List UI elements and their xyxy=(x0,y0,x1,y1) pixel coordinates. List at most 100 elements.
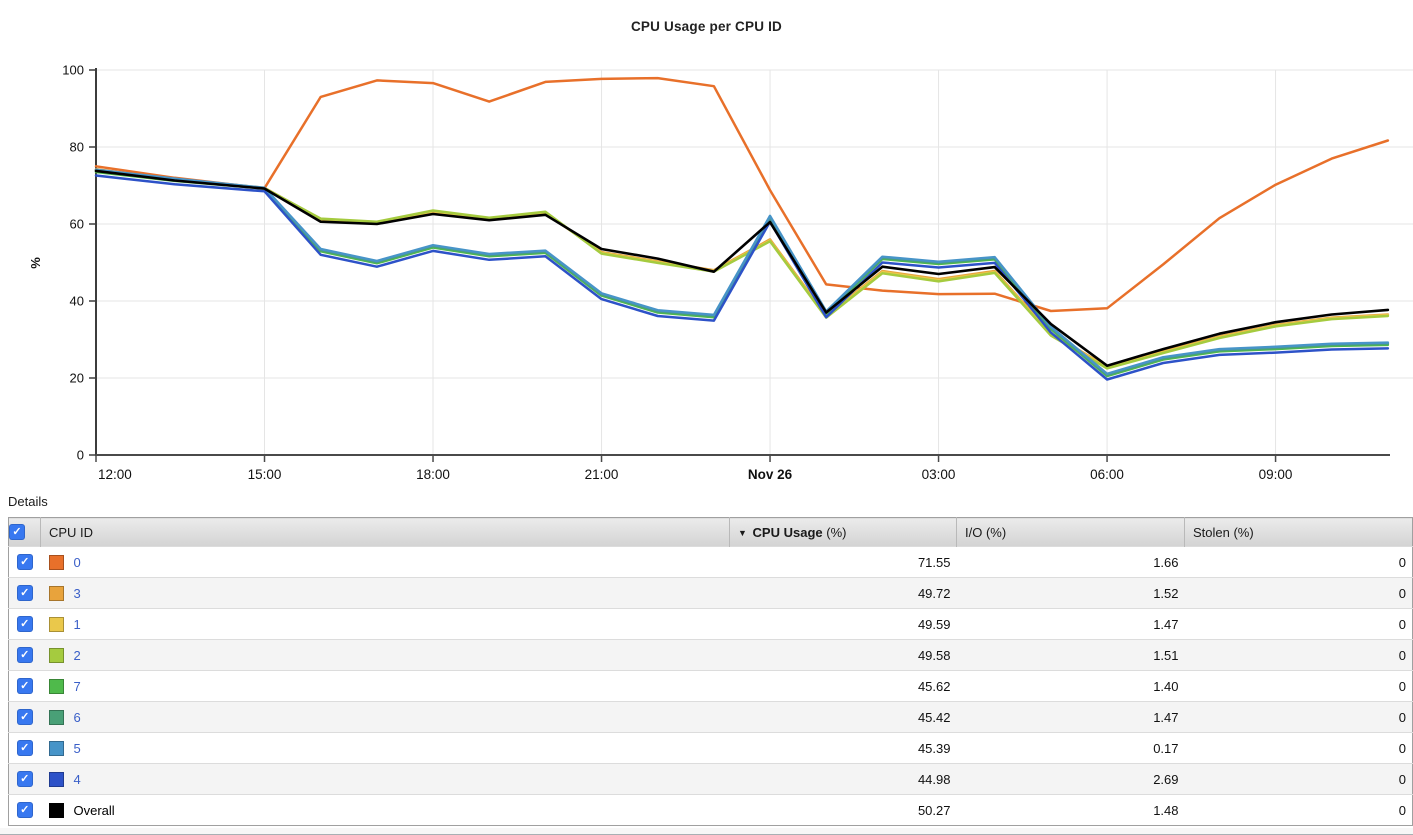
row-checkbox[interactable]: ✓ xyxy=(16,647,33,664)
row-checkbox[interactable]: ✓ xyxy=(16,554,33,571)
check-icon: ✓ xyxy=(20,587,30,600)
cpu-usage-value: 49.59 xyxy=(729,608,957,640)
stolen-value: 0 xyxy=(1184,763,1413,795)
x-tick-label: 06:00 xyxy=(1090,467,1124,482)
select-all-cell: ✓ xyxy=(8,517,41,547)
cpu-id-link[interactable]: 7 xyxy=(73,679,81,695)
stolen-value: 0 xyxy=(1184,794,1413,826)
table-row: ✓ 3 49.72 1.52 0 xyxy=(8,577,1413,609)
check-icon: ✓ xyxy=(20,649,30,662)
cpu-usage-value: 50.27 xyxy=(729,794,957,826)
check-icon: ✓ xyxy=(20,711,30,724)
details-label: Details xyxy=(8,494,48,509)
column-header-cpu-id[interactable]: CPU ID xyxy=(40,517,730,547)
x-tick-label: 18:00 xyxy=(416,467,450,482)
column-header-cpu-usage[interactable]: ▼ CPU Usage (%) xyxy=(729,517,957,547)
cpu-usage-value: 45.62 xyxy=(729,670,957,702)
check-icon: ✓ xyxy=(20,773,30,786)
cpu-id-link[interactable]: 3 xyxy=(73,586,81,602)
table-row: ✓ Overall 50.27 1.48 0 xyxy=(8,794,1413,826)
y-tick-label: 20 xyxy=(70,371,84,386)
cpu-usage-value: 49.72 xyxy=(729,577,957,609)
select-all-checkbox[interactable]: ✓ xyxy=(9,524,25,541)
cpu-id-link[interactable]: 2 xyxy=(73,648,81,664)
panel-bottom-edge xyxy=(0,828,1413,835)
table-row: ✓ 4 44.98 2.69 0 xyxy=(8,763,1413,795)
io-value: 1.40 xyxy=(956,670,1185,702)
y-tick-label: 60 xyxy=(70,217,84,232)
check-icon: ✓ xyxy=(20,804,30,817)
row-checkbox[interactable]: ✓ xyxy=(16,802,33,819)
overall-label: Overall xyxy=(73,803,115,819)
series-color-swatch xyxy=(48,803,64,819)
io-value: 1.51 xyxy=(956,639,1185,671)
series-color-swatch xyxy=(48,555,64,571)
cpu-id-link[interactable]: 0 xyxy=(73,555,81,571)
row-checkbox[interactable]: ✓ xyxy=(16,771,33,788)
io-value: 1.47 xyxy=(956,608,1185,640)
io-value: 2.69 xyxy=(956,763,1185,795)
series-color-swatch xyxy=(48,710,64,726)
stolen-value: 0 xyxy=(1184,546,1413,578)
x-tick-label: 12:00 xyxy=(98,467,132,482)
series-line-overall xyxy=(94,169,1390,368)
column-header-stolen[interactable]: Stolen (%) xyxy=(1184,517,1413,547)
table-row: ✓ 5 45.39 0.17 0 xyxy=(8,732,1413,764)
series-color-swatch xyxy=(48,679,64,695)
table-row: ✓ 0 71.55 1.66 0 xyxy=(8,546,1413,578)
series-line-0 xyxy=(94,76,1390,313)
stolen-value: 0 xyxy=(1184,701,1413,733)
check-icon: ✓ xyxy=(20,742,30,755)
sort-descending-icon: ▼ xyxy=(738,527,747,538)
y-tick-label: 0 xyxy=(77,448,84,463)
table-row: ✓ 1 49.59 1.47 0 xyxy=(8,608,1413,640)
row-checkbox[interactable]: ✓ xyxy=(16,585,33,602)
cpu-usage-value: 45.39 xyxy=(729,732,957,764)
row-checkbox[interactable]: ✓ xyxy=(16,616,33,633)
check-icon: ✓ xyxy=(12,526,22,539)
series-color-swatch xyxy=(48,586,64,602)
x-tick-label: 15:00 xyxy=(248,467,282,482)
cpu-usage-chart: 0 20 40 60 80 100 12:00 15:00 18:00 21:00 Nov 26 03… xyxy=(28,63,1413,482)
stolen-value: 0 xyxy=(1184,670,1413,702)
io-value: 1.52 xyxy=(956,577,1185,609)
series-color-swatch xyxy=(48,648,64,664)
table-row: ✓ 2 49.58 1.51 0 xyxy=(8,639,1413,671)
check-icon: ✓ xyxy=(20,680,30,693)
stolen-value: 0 xyxy=(1184,577,1413,609)
row-checkbox[interactable]: ✓ xyxy=(16,678,33,695)
stolen-value: 0 xyxy=(1184,732,1413,764)
cpu-usage-value: 45.42 xyxy=(729,701,957,733)
y-tick-label: 40 xyxy=(70,294,84,309)
x-tick-label: 03:00 xyxy=(922,467,956,482)
series-line-5 xyxy=(94,168,1390,376)
series-color-swatch xyxy=(48,617,64,633)
column-header-io[interactable]: I/O (%) xyxy=(956,517,1185,547)
x-tick-label: Nov 26 xyxy=(748,467,793,482)
io-value: 1.48 xyxy=(956,794,1185,826)
io-value: 1.66 xyxy=(956,546,1185,578)
cpu-id-link[interactable]: 6 xyxy=(73,710,81,726)
chart-title: CPU Usage per CPU ID xyxy=(630,19,783,34)
details-table: ✓ CPU ID ▼ CPU Usage (%) I/O (%) Stolen (%) ✓… xyxy=(8,517,1413,826)
series-line-4 xyxy=(94,174,1390,381)
y-axis-label: % xyxy=(28,257,43,269)
x-tick-label: 21:00 xyxy=(585,467,619,482)
io-value: 0.17 xyxy=(956,732,1185,764)
row-checkbox[interactable]: ✓ xyxy=(16,740,33,757)
cpu-id-link[interactable]: 5 xyxy=(73,741,81,757)
series-color-swatch xyxy=(48,741,64,757)
cpu-id-link[interactable]: 1 xyxy=(73,617,81,633)
cpu-usage-value: 49.58 xyxy=(729,639,957,671)
cpu-usage-value: 71.55 xyxy=(729,546,957,578)
stolen-value: 0 xyxy=(1184,608,1413,640)
series-line-2 xyxy=(94,168,1390,370)
row-checkbox[interactable]: ✓ xyxy=(16,709,33,726)
cpu-id-link[interactable]: 4 xyxy=(73,772,81,788)
stolen-value: 0 xyxy=(1184,639,1413,671)
cpu-usage-value: 44.98 xyxy=(729,763,957,795)
series-color-swatch xyxy=(48,772,64,788)
table-row: ✓ 6 45.42 1.47 0 xyxy=(8,701,1413,733)
x-tick-label: 09:00 xyxy=(1259,467,1293,482)
